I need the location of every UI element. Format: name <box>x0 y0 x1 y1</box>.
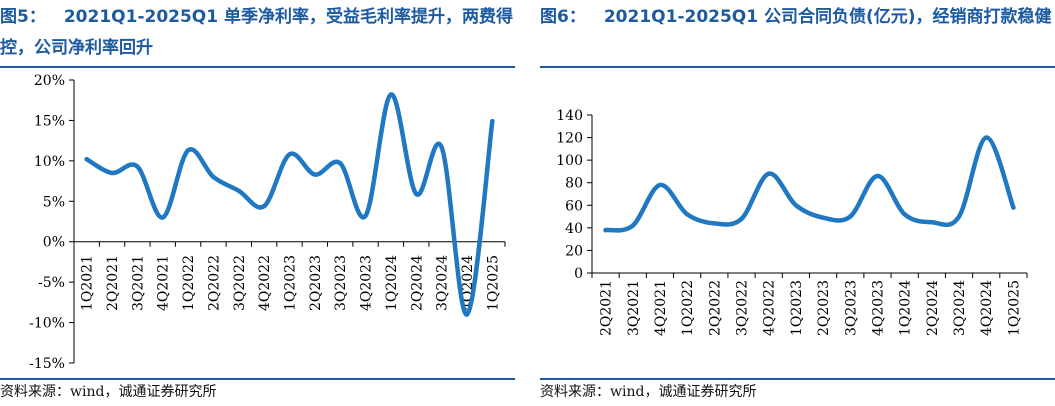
y-tick-label: 80 <box>565 176 583 192</box>
data-point <box>956 214 962 219</box>
figure-5-title: 图5： 2021Q1-2025Q1 单季净利率，受益毛利率提升，两费得控，公司净利… <box>0 2 515 64</box>
x-tick-label: 3Q2022 <box>232 255 248 311</box>
x-tick-label: 2Q2023 <box>816 280 832 336</box>
figure-6-bottom-rule <box>540 378 1055 380</box>
x-tick-label: 2Q2023 <box>308 255 324 311</box>
figure-5-number: 图5： <box>0 7 46 27</box>
data-point <box>388 92 394 97</box>
data-point <box>984 135 989 140</box>
x-tick-label: 2Q2024 <box>409 255 425 311</box>
data-point <box>793 203 799 208</box>
data-point <box>211 174 216 180</box>
x-tick-label: 4Q2022 <box>257 255 273 311</box>
figure-6-title: 图6： 2021Q1-2025Q1 公司合同负债(亿元)，经销商打款稳健 <box>540 2 1055 33</box>
x-tick-label: 1Q2023 <box>283 255 299 311</box>
data-point <box>630 223 635 228</box>
figure-5-title-text: 2021Q1-2025Q1 单季净利率，受益毛利率提升，两费得控，公司净利率回升 <box>0 7 514 58</box>
x-tick-label: 2Q2021 <box>599 280 615 336</box>
data-point <box>185 148 191 153</box>
data-point <box>84 157 89 162</box>
x-tick-label: 4Q2023 <box>359 255 375 311</box>
y-tick-label: 120 <box>556 131 583 147</box>
figure-5-top-rule <box>0 66 515 68</box>
y-tick-label: 140 <box>556 108 583 124</box>
y-tick-label: 20% <box>34 73 65 89</box>
data-point <box>439 144 444 150</box>
x-tick-label: 2Q2024 <box>925 280 941 336</box>
data-point <box>657 182 663 188</box>
x-tick-label: 1Q2021 <box>80 255 96 311</box>
x-tick-label: 3Q2021 <box>130 255 146 311</box>
data-point <box>603 227 608 233</box>
data-point <box>1011 205 1016 210</box>
data-point <box>490 119 495 124</box>
x-tick-label: 4Q2022 <box>762 280 778 336</box>
data-point <box>312 172 318 177</box>
x-tick-label: 2Q2022 <box>206 255 222 311</box>
y-tick-label: -5% <box>38 275 65 291</box>
x-tick-label: 3Q2021 <box>626 280 642 336</box>
data-point <box>160 215 165 220</box>
x-tick-label: 3Q2023 <box>333 255 349 311</box>
x-tick-label: 2Q2021 <box>105 255 121 311</box>
data-point <box>261 203 267 209</box>
y-tick-label: 5% <box>43 194 65 210</box>
y-tick-label: 15% <box>34 113 65 129</box>
x-tick-label: 2Q2022 <box>707 280 723 336</box>
net-margin-line-chart: -15% -10% -5% 0% 5% 10% 15% 20% 1Q2021 2Q2021 3Q20… <box>29 73 506 372</box>
y-tick-label: 0% <box>43 235 65 251</box>
data-point <box>875 173 880 179</box>
figure-6-top-rule <box>540 66 1055 68</box>
y-tick-label: 60 <box>565 198 583 214</box>
data-point <box>464 312 470 317</box>
x-tick-label: 3Q2022 <box>735 280 751 336</box>
y-tick-label: 10% <box>34 154 65 170</box>
x-tick-label: 1Q2024 <box>898 280 914 336</box>
y-tick-label: 100 <box>556 153 583 169</box>
y-tick-label: 0 <box>574 266 583 282</box>
y-tick-label: 20 <box>565 243 583 259</box>
data-point <box>287 152 292 157</box>
x-tick-label: 3Q2024 <box>435 255 451 311</box>
data-point <box>135 164 140 169</box>
figure-5-source: 资料来源：wind，诚通证券研究所 <box>0 384 217 400</box>
x-tick-label: 1Q2025 <box>1006 280 1022 336</box>
data-point <box>820 215 826 220</box>
data-point <box>236 188 241 193</box>
x-tick-label: 4Q2024 <box>979 280 995 336</box>
figure-6-number: 图6： <box>540 7 586 27</box>
x-tick-label: 1Q2025 <box>485 255 501 311</box>
data-point <box>414 191 419 197</box>
data-point <box>712 221 717 226</box>
x-tick-label: 3Q2024 <box>952 280 968 336</box>
data-point <box>684 212 690 217</box>
x-tick-label: 4Q2021 <box>653 280 669 336</box>
figure-6-source: 资料来源：wind，诚通证券研究所 <box>540 384 757 400</box>
data-point <box>109 170 115 176</box>
data-point <box>363 213 368 219</box>
data-point <box>848 214 853 219</box>
contract-liability-line-chart: 0 20 40 60 80 100 120 140 2Q2021 3Q2021 4Q2021 1Q20… <box>556 108 1028 336</box>
series-line <box>603 135 1016 233</box>
x-tick-label: 4Q2023 <box>870 280 886 336</box>
figure-5-panel: 图5： 2021Q1-2025Q1 单季净利率，受益毛利率提升，两费得控，公司净利… <box>0 0 515 406</box>
figure-6-panel: 图6： 2021Q1-2025Q1 公司合同负债(亿元)，经销商打款稳健 0 20 4… <box>540 0 1055 406</box>
x-tick-label: 4Q2021 <box>156 255 172 311</box>
data-point <box>902 212 907 217</box>
x-tick-label: 1Q2024 <box>384 255 400 311</box>
y-tick-label: -15% <box>29 356 65 372</box>
y-tick-label: 40 <box>565 221 583 237</box>
figure-5-bottom-rule <box>0 378 515 380</box>
x-tick-label: 3Q2023 <box>843 280 859 336</box>
x-tick-label: 1Q2023 <box>789 280 805 336</box>
y-tick-label: -10% <box>29 316 65 332</box>
data-point <box>739 216 744 222</box>
x-tick-label: 1Q2022 <box>680 280 696 336</box>
data-point <box>766 171 771 176</box>
data-point <box>338 161 343 166</box>
data-point <box>929 220 935 225</box>
x-tick-label: 1Q2022 <box>181 255 197 311</box>
figure-6-title-text: 2021Q1-2025Q1 公司合同负债(亿元)，经销商打款稳健 <box>603 7 1052 27</box>
